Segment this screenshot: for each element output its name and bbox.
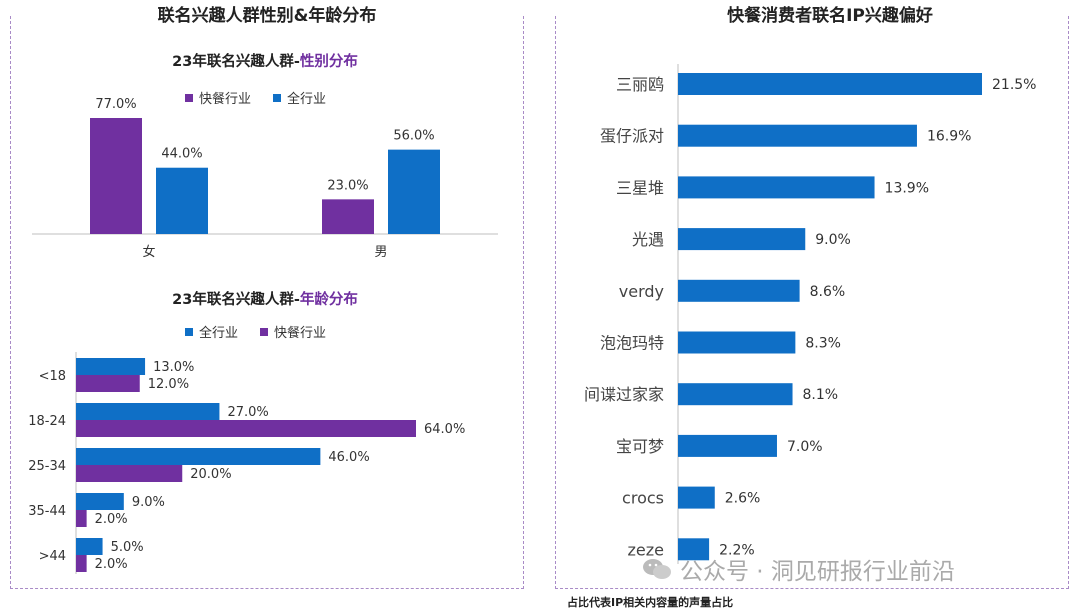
age-data-label: 2.0% — [95, 557, 128, 572]
age-data-label: 46.0% — [328, 450, 369, 465]
ip-data-label: 9.0% — [815, 232, 851, 248]
age-legend: 全行业 快餐行业 — [185, 322, 326, 341]
age-tick-label: >44 — [39, 549, 66, 564]
age-data-label: 27.0% — [227, 405, 268, 420]
age-bar — [76, 403, 220, 420]
gender-tick-label: 女 — [142, 244, 155, 260]
age-tick-label: <18 — [39, 369, 66, 384]
gender-data-label: 44.0% — [161, 147, 202, 162]
ip-bar — [678, 538, 710, 561]
ip-bar — [678, 176, 875, 199]
gender-bar — [322, 199, 374, 234]
legend-swatch-purple — [185, 93, 193, 102]
ip-category-label: crocs — [622, 489, 664, 508]
ip-category-label: 间谍过家家 — [584, 385, 664, 404]
legend-label: 全行业 — [199, 326, 239, 341]
age-data-label: 13.0% — [153, 360, 194, 375]
age-tick-label: 18-24 — [28, 414, 66, 429]
age-bar — [76, 465, 183, 482]
age-data-label: 5.0% — [111, 540, 144, 555]
age-data-label: 20.0% — [190, 467, 231, 482]
age-chart-title: 23年联名兴趣人群-年龄分布 — [120, 288, 410, 309]
ip-bar — [678, 124, 917, 147]
ip-bar — [678, 331, 796, 354]
wechat-logo-icon — [643, 559, 671, 579]
ip-category-label: verdy — [619, 282, 664, 301]
watermark-text: 公众号 · 洞见研报行业前沿 — [680, 559, 955, 585]
legend-swatch-blue — [273, 93, 282, 102]
ip-data-label: 2.2% — [719, 542, 755, 558]
ip-bar — [678, 486, 715, 509]
legend-item-all: 全行业 — [273, 88, 326, 107]
legend-label: 快餐行业 — [274, 326, 327, 341]
gender-bar — [156, 167, 208, 234]
ip-data-label: 16.9% — [927, 129, 971, 145]
age-data-label: 64.0% — [424, 422, 465, 437]
legend-label: 快餐行业 — [199, 92, 252, 107]
legend-swatch-blue — [185, 327, 193, 336]
gender-legend: 快餐行业 全行业 — [185, 88, 326, 107]
legend-swatch-purple — [260, 327, 269, 336]
age-bar — [76, 358, 146, 375]
gender-title-highlight: 性别分布 — [299, 54, 358, 70]
gender-tick-label: 男 — [374, 245, 387, 260]
ip-bar — [678, 434, 777, 457]
gender-data-label: 56.0% — [393, 129, 434, 144]
ip-category-label: 三丽鸥 — [616, 75, 664, 94]
ip-data-label: 8.3% — [805, 336, 841, 352]
legend-item-fastfood: 快餐行业 — [260, 322, 326, 341]
age-bar — [76, 493, 124, 510]
ip-data-label: 21.5% — [992, 77, 1036, 93]
gender-bar — [90, 118, 142, 234]
ip-data-label: 8.6% — [810, 284, 846, 300]
right-panel-title: 快餐消费者联名IP兴趣偏好 — [688, 4, 972, 28]
age-data-label: 12.0% — [148, 377, 189, 392]
ip-category-label: 蛋仔派对 — [600, 127, 664, 146]
ip-data-label: 7.0% — [787, 439, 823, 455]
legend-item-fastfood: 快餐行业 — [185, 88, 251, 107]
age-tick-label: 25-34 — [28, 459, 66, 474]
gender-chart-title: 23年联名兴趣人群-性别分布 — [120, 50, 410, 71]
right-panel — [555, 16, 1069, 589]
age-bar — [76, 420, 416, 437]
legend-label: 全行业 — [287, 92, 327, 107]
gender-bar — [388, 149, 440, 234]
age-tick-label: 35-44 — [28, 504, 66, 519]
ip-bar — [678, 73, 982, 95]
gender-data-label: 77.0% — [95, 97, 136, 112]
left-panel — [10, 16, 524, 589]
watermark: 公众号 · 洞见研报行业前沿 — [642, 552, 955, 586]
age-data-label: 9.0% — [132, 495, 165, 510]
gender-title-prefix: 23年联名兴趣人群- — [172, 54, 300, 70]
age-title-prefix: 23年联名兴趣人群- — [172, 292, 300, 308]
ip-data-label: 13.9% — [885, 180, 929, 196]
age-bar — [76, 448, 321, 465]
age-data-label: 2.0% — [95, 512, 128, 527]
ip-bar — [678, 383, 793, 406]
ip-data-label: 2.6% — [725, 491, 761, 507]
left-panel-title: 联名兴趣人群性别&年龄分布 — [130, 4, 404, 28]
age-title-highlight: 年龄分布 — [299, 292, 358, 308]
ip-data-label: 8.1% — [803, 387, 839, 403]
gender-data-label: 23.0% — [327, 178, 368, 193]
ip-category-label: 泡泡玛特 — [600, 334, 664, 353]
ip-category-label: 三星堆 — [616, 178, 664, 197]
ip-category-label: 光遇 — [632, 230, 664, 249]
age-bar — [76, 538, 103, 555]
age-bar — [76, 555, 87, 572]
ip-bar — [678, 279, 800, 302]
ip-category-label: 宝可梦 — [616, 437, 664, 456]
age-bar — [76, 375, 140, 392]
ip-bar — [678, 228, 806, 251]
footnote: 占比代表IP相关内容量的声量占比 — [567, 596, 734, 609]
age-bar — [76, 510, 87, 527]
ip-category-label: zeze — [628, 540, 664, 559]
legend-item-all: 全行业 — [185, 322, 238, 341]
